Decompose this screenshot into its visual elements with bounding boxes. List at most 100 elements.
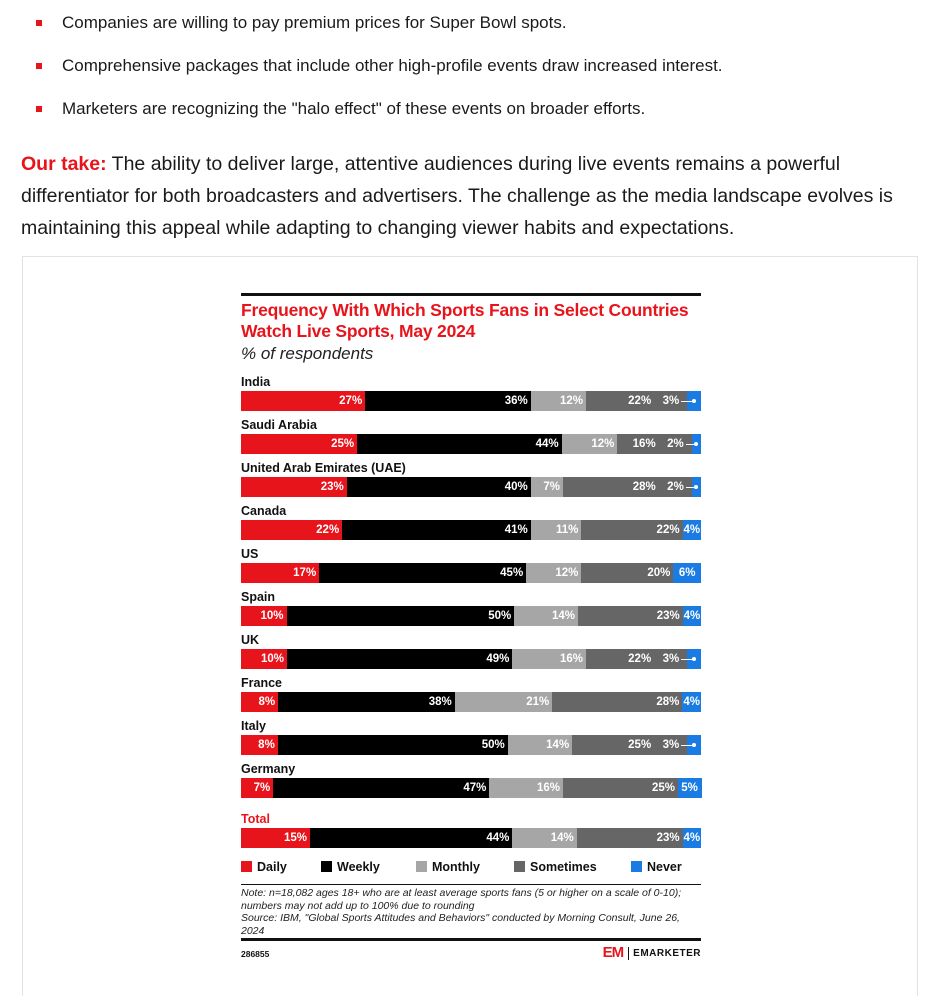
bar-row: 23% 40% 7% 28% 2%: [241, 477, 702, 497]
bar-segment-never: [682, 692, 702, 712]
bullet-item: Companies are willing to pay premium pri…: [36, 12, 723, 55]
data-label: 2%: [667, 438, 684, 450]
leader-line: [685, 486, 697, 488]
bar-segment-daily: [241, 828, 311, 848]
our-take-paragraph: Our take: The ability to deliver large, …: [21, 148, 921, 244]
data-label: 10%: [260, 610, 284, 622]
chart-bottom-rule: [241, 938, 701, 941]
data-label: 4%: [683, 696, 700, 708]
bar-segment-monthly: [489, 778, 564, 798]
data-label: 23%: [656, 610, 680, 622]
data-label: 25%: [331, 438, 355, 450]
data-label: 44%: [486, 832, 510, 844]
bar-segment-weekly: [278, 692, 456, 712]
bar-segment-sometimes: [552, 692, 683, 712]
bar-segment-monthly: [514, 606, 579, 626]
data-label: 22%: [656, 524, 680, 536]
our-take-lead: Our take:: [21, 153, 107, 175]
data-label: 16%: [536, 782, 560, 794]
bar-segment-never: [673, 563, 702, 583]
legend-swatch: [514, 861, 525, 872]
category-label: Italy: [241, 719, 267, 733]
data-label: 12%: [555, 567, 579, 579]
data-label: 15%: [283, 832, 307, 844]
data-label: 22%: [316, 524, 340, 536]
bar-segment-never: [682, 828, 702, 848]
leader-dot: [694, 442, 699, 446]
category-label: US: [241, 547, 259, 561]
bar-segment-sometimes: [563, 778, 679, 798]
bar-row: 10% 49% 16% 22% 3%: [241, 649, 702, 669]
leader-dot: [692, 657, 697, 661]
data-label: 17%: [293, 567, 317, 579]
bar-segment-sometimes: [586, 649, 688, 669]
chart-legend: Daily Weekly Monthly Sometimes Never: [241, 859, 701, 875]
bar-segment-daily: [241, 520, 343, 540]
data-label: 7%: [253, 782, 271, 794]
legend-item: Daily: [241, 859, 287, 875]
data-label: 16%: [559, 653, 583, 665]
bar-segment-daily: [241, 434, 358, 454]
bar-row: 25% 44% 12% 16% 2%: [241, 434, 702, 454]
category-label: UK: [241, 633, 260, 647]
data-label: 28%: [656, 696, 680, 708]
data-label: 21%: [526, 696, 550, 708]
category-label: Spain: [241, 590, 276, 604]
data-label: 2%: [667, 481, 684, 493]
bullet-text: Marketers are recognizing the "halo effe…: [62, 99, 646, 118]
bar-segment-weekly: [273, 778, 490, 798]
bullet-item: Marketers are recognizing the "halo effe…: [36, 98, 723, 141]
bar-segment-daily: [241, 563, 320, 583]
data-label: 16%: [632, 438, 656, 450]
legend-label: Never: [647, 860, 682, 874]
bar-segment-weekly: [342, 520, 532, 540]
data-label: 8%: [258, 739, 275, 751]
bar-segment-monthly: [530, 391, 587, 411]
bar-segment-weekly: [277, 735, 509, 755]
legend-label: Monthly: [432, 860, 480, 874]
data-label: 27%: [339, 395, 363, 407]
em-logo-mark: EM: [602, 944, 624, 961]
bar-segment-weekly: [286, 606, 515, 626]
bar-segment-sometimes: [581, 520, 684, 540]
bullet-square-icon: [36, 106, 42, 112]
data-label: 38%: [428, 696, 452, 708]
bar-segment-daily: [241, 649, 288, 669]
emarketer-logo: EM EMARKETER: [603, 945, 701, 961]
data-label: 25%: [651, 782, 675, 794]
category-label: United Arab Emirates (UAE): [241, 461, 406, 475]
data-label: 40%: [504, 481, 528, 493]
leader-line: [681, 658, 695, 660]
bar-segment-weekly: [357, 434, 563, 454]
bar-segment-daily: [241, 477, 348, 497]
bar-row: 10% 50% 14% 23% 4%: [241, 606, 702, 626]
data-label: 14%: [550, 832, 574, 844]
data-label: 14%: [546, 739, 570, 751]
data-label: 11%: [556, 524, 579, 536]
our-take-text: The ability to deliver large, attentive …: [21, 153, 893, 239]
data-label: 14%: [551, 610, 576, 622]
bar-segment-sometimes: [563, 477, 693, 497]
data-label: 44%: [535, 438, 559, 450]
data-label: 3%: [662, 653, 680, 665]
data-label: 12%: [591, 438, 615, 450]
bar-segment-weekly: [319, 563, 527, 583]
logo-divider: [628, 946, 630, 960]
chart-subtitle: % of respondents: [241, 344, 374, 363]
bar-segment-monthly: [530, 520, 582, 540]
bar-segment-daily: [241, 778, 274, 798]
legend-swatch: [321, 861, 332, 872]
bar-segment-monthly: [507, 735, 573, 755]
data-label: 6%: [678, 567, 696, 579]
bullet-square-icon: [36, 63, 42, 69]
bar-row: 17% 45% 12% 20% 6%: [241, 563, 702, 583]
data-label: 22%: [628, 653, 652, 665]
legend-label: Daily: [257, 860, 287, 874]
bar-segment-daily: [241, 735, 279, 755]
bar-segment-weekly: [310, 828, 513, 848]
bullet-text: Comprehensive packages that include othe…: [62, 56, 723, 75]
bullet-item: Comprehensive packages that include othe…: [36, 55, 723, 98]
data-label: 23%: [320, 481, 344, 493]
bar-segment-never: [682, 520, 702, 540]
bar-segment-daily: [241, 692, 279, 712]
